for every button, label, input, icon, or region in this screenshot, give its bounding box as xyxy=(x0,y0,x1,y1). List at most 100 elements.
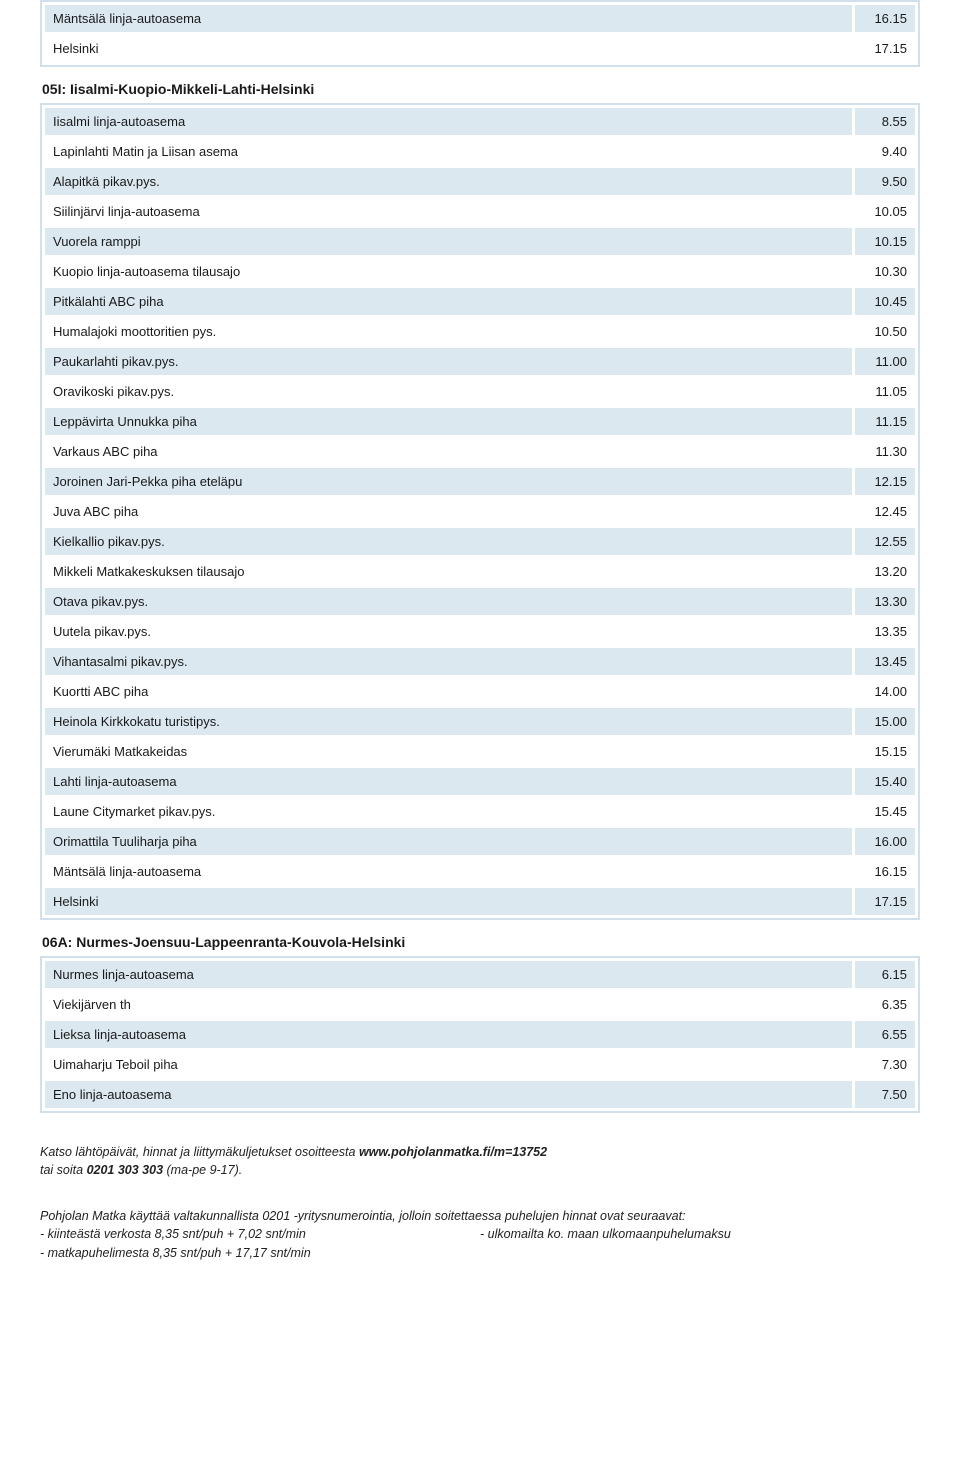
stop-name: Leppävirta Unnukka piha xyxy=(45,408,852,435)
stop-time: 13.35 xyxy=(855,618,915,645)
table-row: Heinola Kirkkokatu turistipys.15.00 xyxy=(45,708,915,735)
timetable-05i: Iisalmi linja-autoasema8.55Lapinlahti Ma… xyxy=(40,103,920,920)
stop-time: 7.30 xyxy=(855,1051,915,1078)
footer-text: tai soita xyxy=(40,1163,87,1177)
table-row: Kuortti ABC piha14.00 xyxy=(45,678,915,705)
stop-time: 17.15 xyxy=(855,35,915,62)
stop-name: Kuortti ABC piha xyxy=(45,678,852,705)
stop-time: 6.55 xyxy=(855,1021,915,1048)
stop-name: Vierumäki Matkakeidas xyxy=(45,738,852,765)
stop-time: 10.05 xyxy=(855,198,915,225)
footer-phone: 0201 303 303 xyxy=(87,1163,163,1177)
stop-time: 10.45 xyxy=(855,288,915,315)
table-row: Kielkallio pikav.pys.12.55 xyxy=(45,528,915,555)
table-row: Helsinki17.15 xyxy=(45,888,915,915)
stop-time: 15.40 xyxy=(855,768,915,795)
stop-time: 10.30 xyxy=(855,258,915,285)
stop-name: Siilinjärvi linja-autoasema xyxy=(45,198,852,225)
footer: Katso lähtöpäivät, hinnat ja liittymäkul… xyxy=(0,1119,960,1330)
table-row: Nurmes linja-autoasema6.15 xyxy=(45,961,915,988)
stop-name: Pitkälahti ABC piha xyxy=(45,288,852,315)
table-row: Pitkälahti ABC piha10.45 xyxy=(45,288,915,315)
footer-text: Katso lähtöpäivät, hinnat ja liittymäkul… xyxy=(40,1145,359,1159)
stop-time: 12.15 xyxy=(855,468,915,495)
stop-name: Iisalmi linja-autoasema xyxy=(45,108,852,135)
stop-name: Nurmes linja-autoasema xyxy=(45,961,852,988)
stop-time: 6.15 xyxy=(855,961,915,988)
table-row: Mikkeli Matkakeskuksen tilausajo13.20 xyxy=(45,558,915,585)
stop-time: 16.15 xyxy=(855,5,915,32)
route-title-06a: 06A: Nurmes-Joensuu-Lappeenranta-Kouvola… xyxy=(40,926,920,956)
stop-time: 11.00 xyxy=(855,348,915,375)
stop-time: 15.45 xyxy=(855,798,915,825)
table-row: Eno linja-autoasema7.50 xyxy=(45,1081,915,1108)
stop-time: 16.00 xyxy=(855,828,915,855)
stop-name: Uimaharju Teboil piha xyxy=(45,1051,852,1078)
stop-name: Joroinen Jari-Pekka piha eteläpu xyxy=(45,468,852,495)
stop-time: 7.50 xyxy=(855,1081,915,1108)
footer-text: (ma-pe 9-17). xyxy=(163,1163,242,1177)
stop-time: 9.50 xyxy=(855,168,915,195)
stop-name: Vuorela ramppi xyxy=(45,228,852,255)
table-row: Vierumäki Matkakeidas15.15 xyxy=(45,738,915,765)
footer-url: www.pohjolanmatka.fi/m=13752 xyxy=(359,1145,547,1159)
stop-time: 13.30 xyxy=(855,588,915,615)
footer-price-abroad: - ulkomailta ko. maan ulkomaanpuhelumaks… xyxy=(480,1225,920,1243)
stop-name: Eno linja-autoasema xyxy=(45,1081,852,1108)
stop-name: Uutela pikav.pys. xyxy=(45,618,852,645)
stop-name: Kielkallio pikav.pys. xyxy=(45,528,852,555)
stop-time: 11.30 xyxy=(855,438,915,465)
table-row: Lieksa linja-autoasema6.55 xyxy=(45,1021,915,1048)
table-row: Kuopio linja-autoasema tilausajo10.30 xyxy=(45,258,915,285)
table-row: Uutela pikav.pys.13.35 xyxy=(45,618,915,645)
stop-time: 11.15 xyxy=(855,408,915,435)
stop-time: 10.15 xyxy=(855,228,915,255)
stop-time: 15.00 xyxy=(855,708,915,735)
stop-name: Lapinlahti Matin ja Liisan asema xyxy=(45,138,852,165)
table-row: Iisalmi linja-autoasema8.55 xyxy=(45,108,915,135)
stop-time: 12.55 xyxy=(855,528,915,555)
table-row: Siilinjärvi linja-autoasema10.05 xyxy=(45,198,915,225)
stop-time: 13.20 xyxy=(855,558,915,585)
table-row: Joroinen Jari-Pekka piha eteläpu12.15 xyxy=(45,468,915,495)
stop-time: 11.05 xyxy=(855,378,915,405)
table-row: Mäntsälä linja-autoasema16.15 xyxy=(45,5,915,32)
stop-time: 12.45 xyxy=(855,498,915,525)
stop-time: 6.35 xyxy=(855,991,915,1018)
stop-name: Alapitkä pikav.pys. xyxy=(45,168,852,195)
stop-name: Otava pikav.pys. xyxy=(45,588,852,615)
stop-name: Varkaus ABC piha xyxy=(45,438,852,465)
table-row: Helsinki17.15 xyxy=(45,35,915,62)
stop-name: Helsinki xyxy=(45,35,852,62)
stop-time: 10.50 xyxy=(855,318,915,345)
table-row: Alapitkä pikav.pys.9.50 xyxy=(45,168,915,195)
stop-name: Lahti linja-autoasema xyxy=(45,768,852,795)
footer-price-mobile: - matkapuhelimesta 8,35 snt/puh + 17,17 … xyxy=(40,1244,920,1262)
stop-name: Orimattila Tuuliharja piha xyxy=(45,828,852,855)
stop-time: 15.15 xyxy=(855,738,915,765)
stop-name: Oravikoski pikav.pys. xyxy=(45,378,852,405)
table-row: Varkaus ABC piha11.30 xyxy=(45,438,915,465)
stop-name: Helsinki xyxy=(45,888,852,915)
stop-name: Humalajoki moottoritien pys. xyxy=(45,318,852,345)
route-title-05i: 05I: Iisalmi-Kuopio-Mikkeli-Lahti-Helsin… xyxy=(40,73,920,103)
table-row: Otava pikav.pys.13.30 xyxy=(45,588,915,615)
table-row: Lahti linja-autoasema15.40 xyxy=(45,768,915,795)
timetable-06a: Nurmes linja-autoasema6.15Viekijärven th… xyxy=(40,956,920,1113)
stop-name: Vihantasalmi pikav.pys. xyxy=(45,648,852,675)
table-row: Vihantasalmi pikav.pys.13.45 xyxy=(45,648,915,675)
stop-time: 17.15 xyxy=(855,888,915,915)
stop-name: Viekijärven th xyxy=(45,991,852,1018)
footer-pricing-intro: Pohjolan Matka käyttää valtakunnallista … xyxy=(40,1207,920,1225)
stop-time: 14.00 xyxy=(855,678,915,705)
footer-price-landline: - kiinteästä verkosta 8,35 snt/puh + 7,0… xyxy=(40,1225,480,1243)
stop-name: Mäntsälä linja-autoasema xyxy=(45,858,852,885)
table-row: Leppävirta Unnukka piha11.15 xyxy=(45,408,915,435)
timetable-prev-route: Mäntsälä linja-autoasema16.15 Helsinki17.… xyxy=(40,0,920,67)
stop-name: Kuopio linja-autoasema tilausajo xyxy=(45,258,852,285)
table-row: Vuorela ramppi10.15 xyxy=(45,228,915,255)
stop-time: 8.55 xyxy=(855,108,915,135)
table-row: Lapinlahti Matin ja Liisan asema9.40 xyxy=(45,138,915,165)
stop-time: 13.45 xyxy=(855,648,915,675)
table-row: Oravikoski pikav.pys.11.05 xyxy=(45,378,915,405)
